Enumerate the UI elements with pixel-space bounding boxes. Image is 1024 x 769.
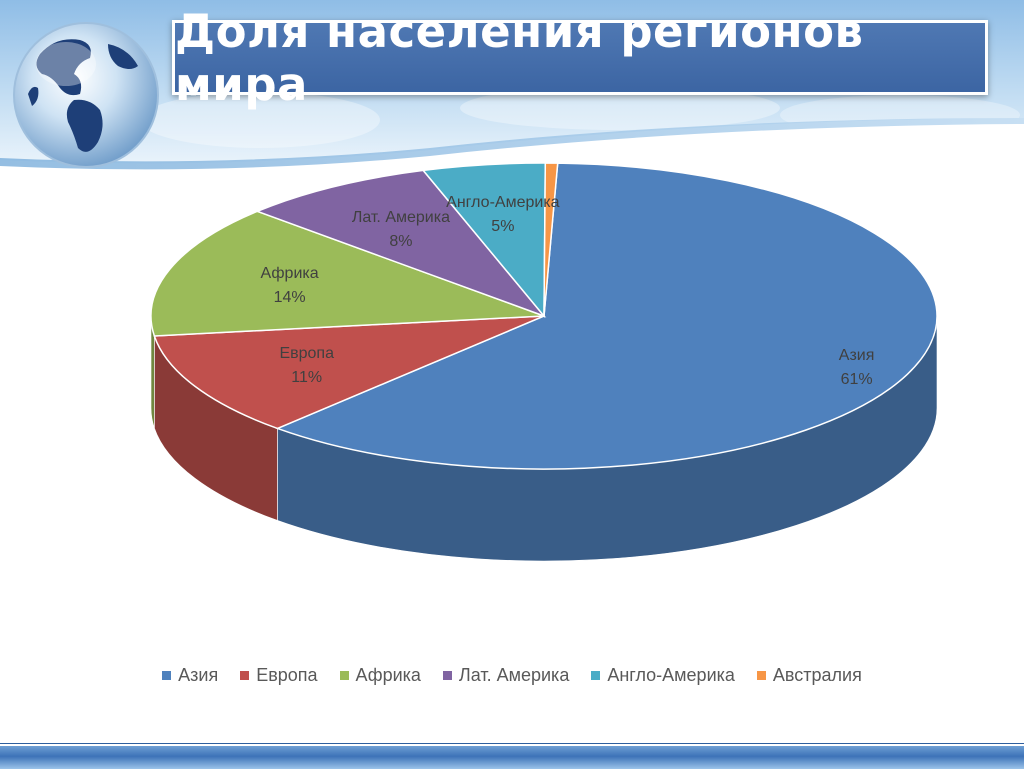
slice-value-label-1: 11% [291,369,322,386]
legend-label: Лат. Америка [458,664,570,685]
slice-value-label-3: 8% [389,233,412,250]
legend-swatch [591,670,601,680]
legend-item: Лат. Америка [442,664,570,686]
pie-slice-0 [275,162,938,470]
chart-legend: Азия Европа Африка Лат. Америка Англо-Америк… [0,662,1024,688]
legend-label: Азия [178,664,219,685]
slice-category-label-1: Европа [279,345,334,362]
legend-item: Европа [240,664,318,686]
legend-swatch [339,670,349,680]
pie-slice-5 [543,162,559,317]
slice-category-label-0: Азия [839,347,875,364]
legend-swatch [442,670,452,680]
page-title: Доля населения регионов мира [175,4,864,111]
slice-value-label-0: 61% [841,371,873,388]
legend-label: Европа [256,664,318,685]
pie-data-labels: Азия 61% Европа 11% Африка 14% Лат. Америка 8% А… [261,194,875,388]
legend-label: Африка [355,664,421,685]
footer-bar [0,744,1024,769]
legend-label: Австралия [772,664,862,685]
legend-item: Африка [339,664,421,686]
pie-slices [150,162,938,470]
legend-label: Англо-Америка [607,664,735,685]
title-banner: Доля населения регионов мира [172,5,988,111]
pie-slice-2 [150,210,545,337]
legend-swatch [240,670,250,680]
slice-value-label-2: 14% [274,289,306,306]
slice-category-label-2: Африка [261,265,319,282]
slice-category-label-3: Лат. Америка [352,209,450,226]
legend-item: Австралия [756,664,862,686]
legend-item: Англо-Америка [591,665,735,686]
legend-swatch [162,670,172,680]
slice-value-label-4: 5% [491,218,514,235]
globe-icon [13,22,159,168]
legend-item: Азия [162,665,218,686]
slice-category-label-4: Англо-Америка [446,194,559,211]
pie-slice-1 [153,315,545,430]
pie-slice-3 [255,169,547,318]
legend-swatch [756,670,766,680]
